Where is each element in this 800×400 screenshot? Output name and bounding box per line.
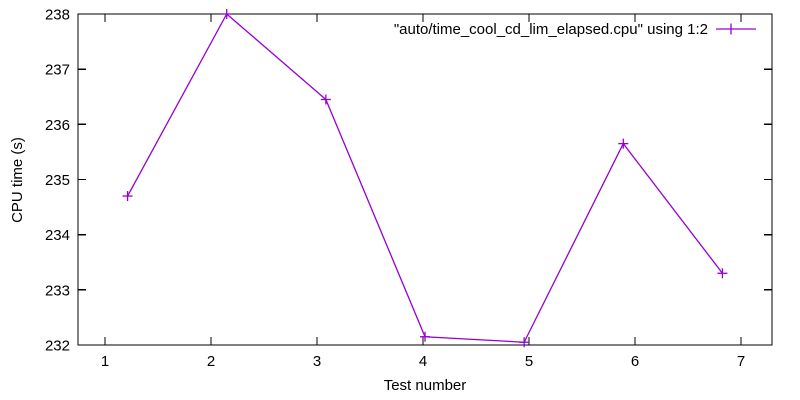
y-tick-label: 232: [45, 338, 70, 355]
y-tick-labels: 232 233 234 235 236 237 238: [45, 7, 70, 355]
x-tick-label: 6: [631, 353, 639, 370]
y-tick-label: 237: [45, 62, 70, 79]
series-markers: [122, 9, 728, 348]
x-tick-label: 1: [101, 353, 109, 370]
x-tick-label: 5: [525, 353, 533, 370]
legend: "auto/time_cool_cd_lim_elapsed.cpu" usin…: [394, 21, 756, 38]
y-tick-label: 233: [45, 282, 70, 299]
y-tick-label: 235: [45, 172, 70, 189]
plot-frame: [77, 13, 773, 346]
y-tick-label: 238: [45, 7, 70, 24]
y-tick-marks: [78, 13, 772, 346]
series-line: [126, 12, 723, 343]
x-tick-label: 7: [737, 353, 745, 370]
x-tick-label: 3: [313, 353, 321, 370]
x-axis-title: Test number: [384, 377, 467, 394]
y-axis-title: CPU time (s): [9, 137, 26, 223]
x-tick-label: 4: [419, 353, 427, 370]
x-tick-marks: [104, 14, 742, 345]
y-tick-label: 234: [45, 227, 70, 244]
x-tick-label: 2: [207, 353, 215, 370]
x-tick-labels: 1 2 3 4 5 6 7: [101, 353, 745, 370]
legend-entry-label: "auto/time_cool_cd_lim_elapsed.cpu" usin…: [394, 21, 708, 38]
y-tick-label: 236: [45, 117, 70, 134]
